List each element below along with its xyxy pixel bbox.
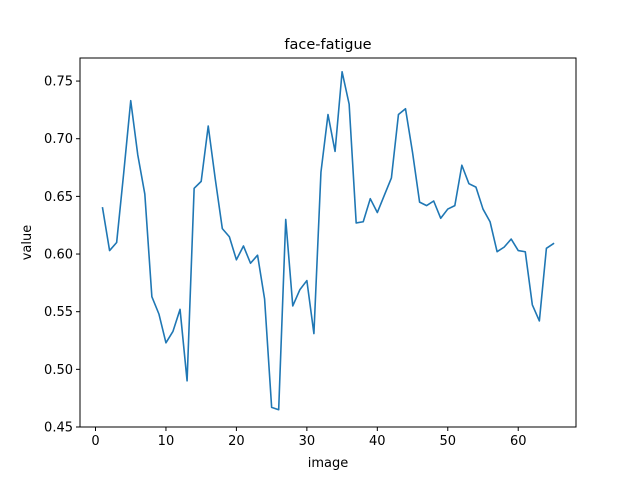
y-tick-label: 0.60 — [44, 248, 73, 263]
plot-layer — [101, 71, 555, 411]
y-tick-label: 0.45 — [44, 421, 73, 436]
y-tick-label: 0.65 — [44, 190, 73, 205]
tick-layer: 0 10 20 30 40 50 60 0.45 0.50 0.55 0.60 0.65 0.70 0.7… — [44, 75, 526, 449]
x-tick-label: 60 — [510, 434, 527, 449]
y-axis-label: value — [20, 225, 35, 261]
x-tick-label: 20 — [228, 434, 245, 449]
x-axis-label: image — [308, 456, 349, 471]
axes-frame — [79, 57, 577, 428]
y-tick-label: 0.50 — [44, 363, 73, 378]
chart-title: face-fatigue — [284, 37, 371, 53]
y-tick-label: 0.75 — [44, 75, 73, 90]
y-tick-label: 0.70 — [44, 132, 73, 147]
x-tick-label: 50 — [439, 434, 456, 449]
y-tick-label: 0.55 — [44, 305, 73, 320]
x-tick-label: 10 — [158, 434, 175, 449]
series-line — [101, 71, 555, 411]
x-tick-label: 30 — [299, 434, 316, 449]
x-tick-label: 0 — [91, 434, 99, 449]
x-tick-label: 40 — [369, 434, 386, 449]
